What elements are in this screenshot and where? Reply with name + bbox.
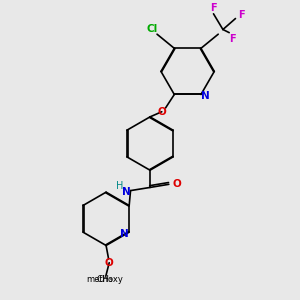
Text: F: F [229,34,236,44]
Text: O: O [105,258,114,268]
Text: O: O [172,179,181,189]
Text: methoxy: methoxy [86,275,123,284]
Text: N: N [122,187,131,197]
Text: Cl: Cl [146,24,157,34]
Text: F: F [210,3,217,13]
Text: H: H [116,181,123,191]
Text: CH₃: CH₃ [96,275,113,284]
Text: O: O [158,107,166,117]
Text: N: N [201,91,210,101]
Text: F: F [238,11,245,20]
Text: N: N [120,229,129,239]
